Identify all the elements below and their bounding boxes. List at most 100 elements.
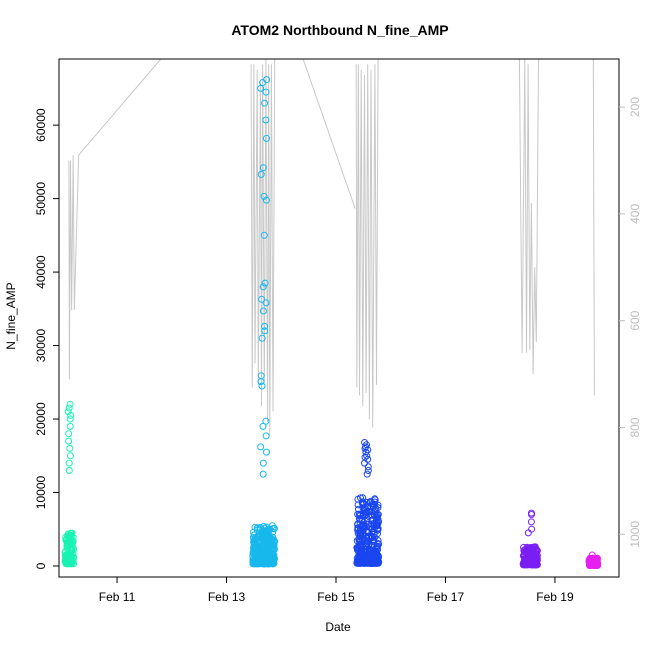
- right-y-tick-label: 800: [628, 417, 642, 437]
- data-point: [63, 535, 71, 543]
- right-y-tick-label: 400: [628, 204, 642, 224]
- depth-trace-line: [68, 155, 80, 380]
- right-y-tick-label: 600: [628, 310, 642, 330]
- data-point: [585, 561, 593, 568]
- data-point: [257, 170, 265, 178]
- data-point: [259, 79, 267, 86]
- data-point: [259, 307, 267, 315]
- data-point: [262, 432, 270, 440]
- data-point: [267, 547, 275, 555]
- data-point: [259, 422, 267, 430]
- data-point: [64, 560, 72, 567]
- y-tick-label: 50000: [34, 182, 48, 216]
- data-point: [364, 467, 372, 474]
- data-point: [253, 526, 261, 534]
- chart-title: ATOM2 Northbound N_fine_AMP: [231, 22, 448, 38]
- data-point: [265, 538, 273, 545]
- data-point: [527, 518, 535, 526]
- data-point: [66, 400, 74, 408]
- data-point: [364, 508, 371, 516]
- data-point: [258, 334, 266, 342]
- y-tick-label: 0: [34, 562, 48, 569]
- data-point: [250, 536, 258, 544]
- data-point: [367, 503, 375, 511]
- data-point: [254, 560, 262, 568]
- data-point: [259, 164, 267, 172]
- data-point: [364, 553, 372, 561]
- data-point: [374, 515, 382, 523]
- data-point: [588, 551, 596, 559]
- data-point: [358, 531, 366, 539]
- y-tick-label: 10000: [34, 475, 48, 509]
- data-point: [65, 459, 73, 467]
- plot-frame: [58, 58, 620, 578]
- data-point: [354, 495, 362, 503]
- axes: Feb 11 Feb 13 Feb 15 Feb 17 Feb 19 0 10000 2000…: [34, 97, 642, 604]
- y-axis-label: N_fine_AMP: [4, 282, 18, 349]
- data-point: [361, 459, 368, 467]
- data-point: [359, 501, 367, 509]
- data-point: [364, 528, 371, 535]
- data-point: [528, 525, 536, 533]
- x-tick-label: Feb 19: [536, 590, 574, 604]
- data-point: [361, 439, 369, 446]
- data-point: [258, 295, 266, 303]
- data-point: [257, 378, 265, 386]
- data-point: [65, 404, 73, 412]
- depth-trace-line: [592, 58, 595, 396]
- data-point: [66, 444, 74, 452]
- data-point: [365, 542, 373, 550]
- data-point: [363, 470, 371, 478]
- data-point: [262, 299, 270, 307]
- data-point: [264, 527, 272, 535]
- data-point: [372, 512, 380, 520]
- x-tick-label: Feb 17: [427, 590, 465, 604]
- x-tick-label: Feb 15: [317, 590, 355, 604]
- data-point: [262, 417, 270, 425]
- data-point: [63, 542, 71, 550]
- data-point: [524, 529, 532, 537]
- data-point: [370, 522, 378, 530]
- data-point: [67, 411, 75, 419]
- data-point: [262, 88, 270, 96]
- data-point: [355, 554, 363, 562]
- data-point: [354, 510, 362, 518]
- data-point: [258, 382, 266, 390]
- data-point: [261, 279, 269, 287]
- data-point: [361, 552, 369, 559]
- data-point: [526, 553, 534, 561]
- data-points: [61, 76, 602, 569]
- data-point: [263, 134, 270, 142]
- data-point: [256, 551, 264, 559]
- data-point: [256, 533, 264, 541]
- data-point: [521, 558, 529, 566]
- data-point: [260, 231, 268, 239]
- depth-trace-line: [302, 58, 356, 209]
- data-point: [369, 502, 377, 510]
- data-point: [261, 559, 269, 567]
- data-point: [259, 459, 267, 467]
- depth-trace-line: [250, 58, 276, 436]
- depth-trace-line: [355, 58, 379, 428]
- data-point: [365, 532, 373, 540]
- data-point: [65, 437, 73, 445]
- data-point: [588, 561, 596, 569]
- data-point: [262, 116, 270, 124]
- depth-trace-line: [518, 58, 539, 375]
- data-point: [528, 511, 535, 518]
- data-point: [520, 546, 528, 554]
- data-point: [358, 545, 366, 553]
- data-point: [531, 561, 539, 569]
- data-point: [259, 283, 267, 291]
- data-point: [356, 520, 364, 528]
- data-point: [359, 527, 367, 535]
- data-point: [261, 327, 269, 335]
- data-point: [360, 547, 368, 555]
- data-point: [257, 443, 265, 451]
- data-point: [354, 558, 362, 566]
- y-tick-label: 20000: [34, 402, 48, 436]
- right-y-tick-label: 200: [628, 97, 642, 117]
- data-point: [353, 545, 361, 553]
- y-tick-label: 60000: [34, 108, 48, 142]
- data-point: [364, 463, 372, 471]
